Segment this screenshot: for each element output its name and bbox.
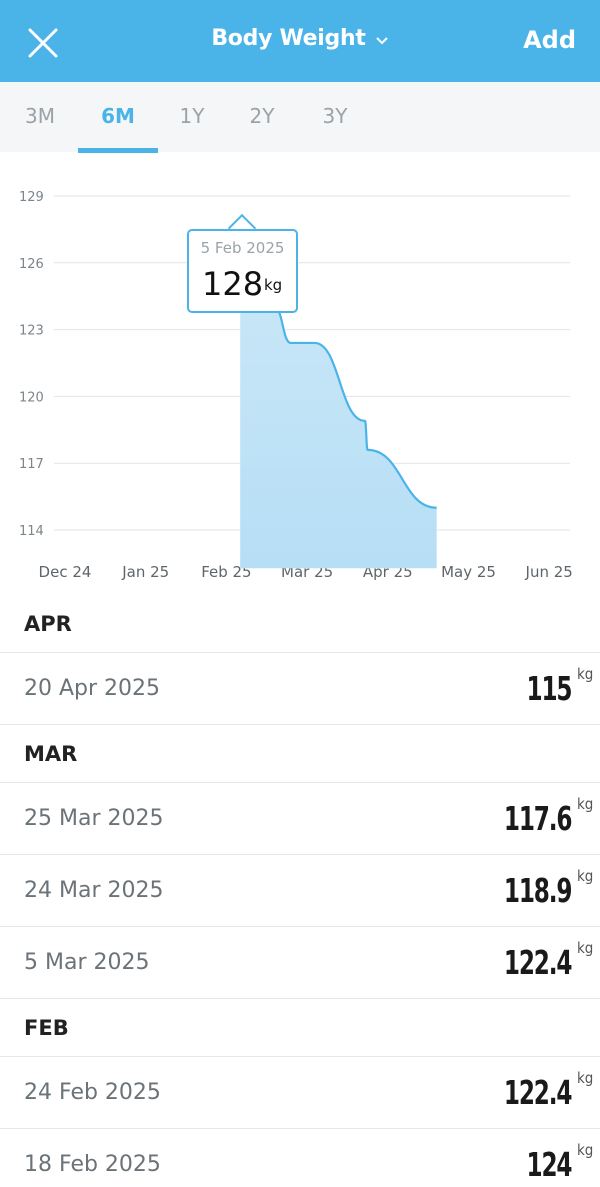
y-tick-label: 117 — [19, 457, 44, 472]
x-tick-label: Dec 24 — [39, 563, 92, 581]
entry-date: 20 Apr 2025 — [24, 676, 161, 701]
entry-value: 122.4 kg — [503, 1069, 592, 1112]
list-item[interactable]: 18 Feb 2025 124 kg — [0, 1129, 600, 1187]
tooltip-value: 128 — [202, 265, 264, 303]
entry-value-number: 124 — [526, 1145, 572, 1184]
range-tabs: 3M 6M 1Y 2Y 3Y — [0, 82, 600, 152]
entry-unit: kg — [576, 1069, 593, 1087]
list-item[interactable]: 25 Mar 2025 117.6 kg — [0, 783, 600, 855]
chart-tooltip: 5 Feb 2025 128 kg — [187, 229, 298, 313]
entry-unit: kg — [576, 665, 593, 683]
add-button[interactable]: Add — [523, 26, 576, 54]
tab-3m[interactable]: 3M — [25, 104, 55, 128]
metric-selector[interactable]: Body Weight — [0, 26, 600, 51]
tooltip-date: 5 Feb 2025 — [200, 239, 285, 257]
month-header: FEB — [0, 999, 600, 1057]
y-tick-label: 114 — [19, 524, 44, 539]
tab-3y[interactable]: 3Y — [322, 104, 348, 128]
entry-value: 122.4 kg — [503, 939, 592, 982]
entry-value-number: 118.9 — [503, 871, 572, 910]
entry-unit: kg — [576, 867, 593, 885]
month-header: APR — [0, 595, 600, 653]
series-area — [240, 218, 437, 569]
tab-2y[interactable]: 2Y — [249, 104, 275, 128]
entry-date: 18 Feb 2025 — [24, 1152, 161, 1177]
weight-log-list: APR 20 Apr 2025 115 kg MAR 25 Mar 2025 11… — [0, 595, 600, 1187]
list-item[interactable]: 24 Feb 2025 122.4 kg — [0, 1057, 600, 1129]
entry-value: 117.6 kg — [503, 795, 592, 838]
tab-6m[interactable]: 6M — [101, 104, 135, 128]
entry-date: 5 Mar 2025 — [24, 950, 150, 975]
y-tick-label: 123 — [19, 324, 44, 339]
entry-unit: kg — [576, 939, 593, 957]
entry-value-number: 117.6 — [503, 799, 572, 838]
y-tick-label: 120 — [19, 390, 44, 405]
chevron-down-icon — [375, 36, 388, 44]
x-tick-label: Jan 25 — [121, 563, 169, 581]
tab-1y[interactable]: 1Y — [179, 104, 205, 128]
entry-value-number: 122.4 — [503, 943, 572, 982]
x-tick-label: May 25 — [441, 563, 496, 581]
entry-unit: kg — [576, 795, 593, 813]
entry-date: 25 Mar 2025 — [24, 806, 164, 831]
entry-value: 124 kg — [526, 1141, 593, 1184]
y-tick-label: 129 — [19, 190, 44, 205]
list-item[interactable]: 5 Mar 2025 122.4 kg — [0, 927, 600, 999]
page-title: Body Weight — [211, 26, 366, 51]
y-tick-label: 126 — [19, 257, 44, 272]
entry-value-number: 122.4 — [503, 1073, 572, 1112]
active-tab-indicator — [78, 148, 158, 153]
close-icon — [28, 28, 58, 58]
x-tick-label: Feb 25 — [201, 563, 251, 581]
tooltip-unit: kg — [264, 276, 283, 294]
entry-date: 24 Feb 2025 — [24, 1080, 161, 1105]
top-bar: Body Weight Add — [0, 0, 600, 82]
entry-date: 24 Mar 2025 — [24, 878, 164, 903]
entry-unit: kg — [576, 1141, 593, 1159]
month-header: MAR — [0, 725, 600, 783]
entry-value: 118.9 kg — [503, 867, 592, 910]
close-button[interactable] — [26, 26, 60, 60]
list-item[interactable]: 24 Mar 2025 118.9 kg — [0, 855, 600, 927]
entry-value: 115 kg — [526, 665, 593, 708]
list-item[interactable]: 20 Apr 2025 115 kg — [0, 653, 600, 725]
entry-value-number: 115 — [526, 669, 572, 708]
x-tick-label: Jun 25 — [525, 563, 573, 581]
